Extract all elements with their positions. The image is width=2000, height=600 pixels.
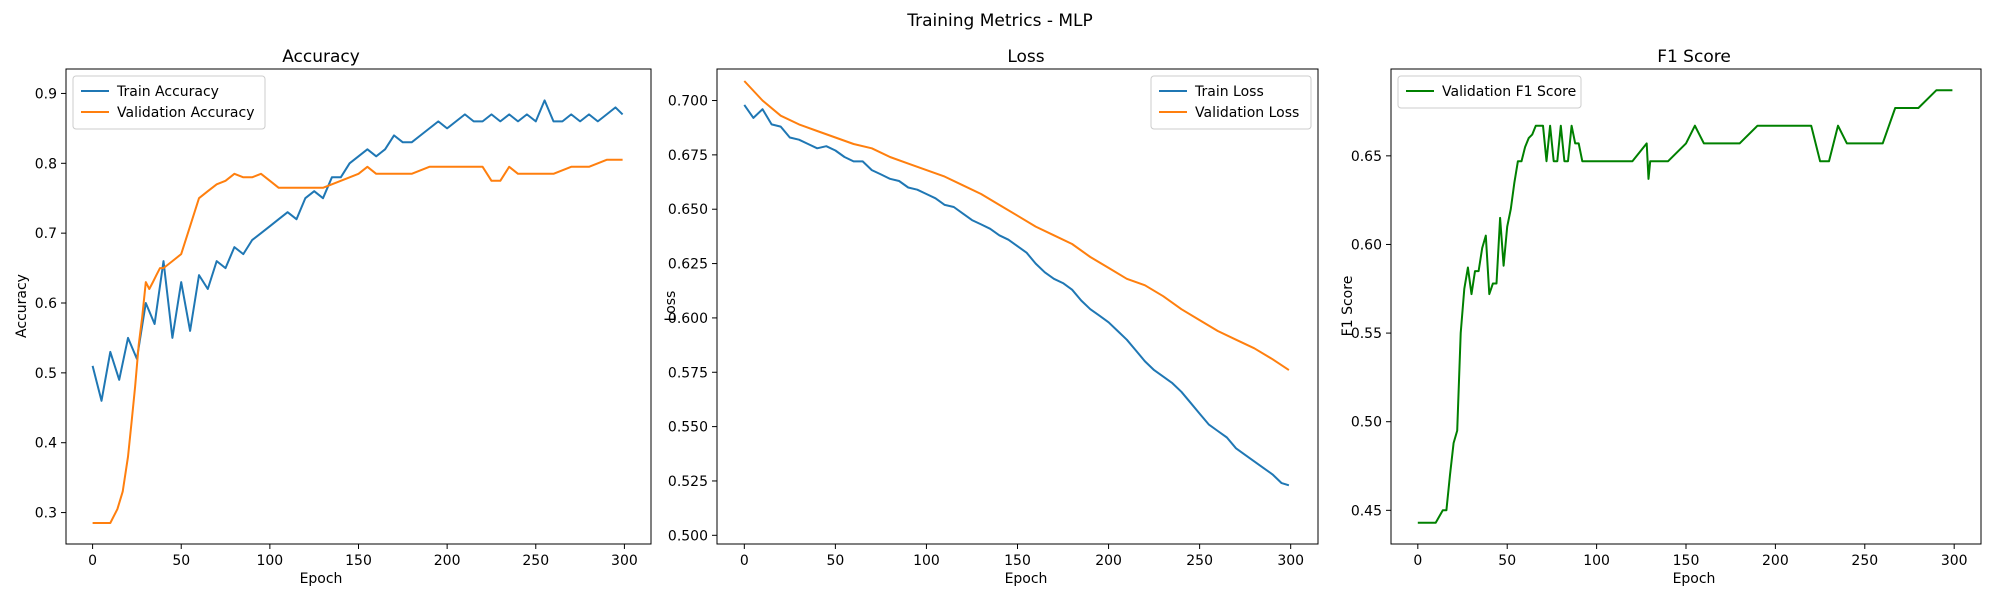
- loss-ytick-label: 0.700: [668, 94, 708, 110]
- accuracy-legend-box: [72, 75, 266, 130]
- f1-xtick-label: 50: [1498, 553, 1516, 569]
- loss-ytick-label: 0.525: [668, 474, 708, 490]
- f1-xtick-label: 250: [1851, 553, 1878, 569]
- accuracy-ytick-label: 0.9: [35, 86, 57, 102]
- accuracy-title: Accuracy: [282, 47, 360, 67]
- f1-xtick-label: 300: [1941, 553, 1968, 569]
- loss-legend: Train Loss Validation Loss: [1150, 75, 1312, 130]
- loss-xtick-label: 150: [1004, 553, 1031, 569]
- f1-ytick-label: 0.45: [1351, 503, 1382, 519]
- f1-subplot: F1 Score Epoch F1 Score 0 50 100 150 200 250 3…: [1340, 47, 1982, 587]
- loss-xtick-label: 50: [826, 553, 844, 569]
- loss-series-train-loss: [743, 104, 1290, 487]
- accuracy-plot-area: 0 50 100 150 200 250 300 0.3 0.4 0.5 0.6 0.7 0.8 0.9 T…: [35, 68, 652, 569]
- loss-xlabel: Epoch: [1005, 571, 1048, 587]
- loss-ytick-label: 0.650: [668, 202, 708, 218]
- loss-legend-box: [1150, 75, 1312, 130]
- f1-legend-label-validation-f1-score: Validation F1 Score: [1442, 84, 1576, 100]
- loss-xtick-label: 200: [1095, 553, 1122, 569]
- f1-xtick-label: 150: [1673, 553, 1700, 569]
- accuracy-series-train-accuracy: [91, 99, 624, 402]
- loss-ytick-label: 0.625: [668, 257, 708, 273]
- figure-title: Training Metrics - MLP: [906, 11, 1093, 31]
- accuracy-series-validation-accuracy: [92, 158, 623, 524]
- accuracy-ytick-label: 0.6: [35, 296, 57, 312]
- f1-series-validation-f1-score: [1417, 89, 1953, 524]
- accuracy-xtick-label: 0: [88, 553, 97, 569]
- f1-ytick-label: 0.65: [1351, 149, 1382, 165]
- loss-xtick-label: 0: [740, 553, 749, 569]
- accuracy-subplot: Accuracy Epoch Accuracy 0 50 100 150 200 250 3…: [14, 47, 652, 587]
- loss-xtick-label: 300: [1277, 553, 1304, 569]
- accuracy-legend-label-validation-accuracy: Validation Accuracy: [117, 105, 255, 121]
- f1-title: F1 Score: [1657, 47, 1731, 67]
- f1-xtick-label: 100: [1583, 553, 1610, 569]
- loss-legend-label-train-loss: Train Loss: [1194, 84, 1264, 100]
- loss-ytick-label: 0.550: [668, 420, 708, 436]
- loss-subplot: Loss Epoch Loss 0 50 100 150 200 250 3000.5000…: [663, 47, 1319, 587]
- accuracy-legend: Train Accuracy Validation Accuracy: [72, 75, 266, 130]
- accuracy-ytick-label: 0.3: [35, 506, 57, 522]
- f1-xtick-label: 0: [1413, 553, 1422, 569]
- f1-xlabel: Epoch: [1673, 571, 1716, 587]
- accuracy-xlabel: Epoch: [300, 571, 343, 587]
- f1-legend-box: [1397, 75, 1582, 109]
- loss-ylabel: Loss: [663, 291, 679, 322]
- accuracy-ytick-label: 0.5: [35, 366, 57, 382]
- accuracy-xtick-label: 250: [522, 553, 549, 569]
- loss-xtick-label: 250: [1186, 553, 1213, 569]
- accuracy-ylabel: Accuracy: [14, 274, 30, 338]
- accuracy-xtick-label: 200: [434, 553, 461, 569]
- loss-ytick-label: 0.675: [668, 148, 708, 164]
- loss-ytick-label: 0.575: [668, 365, 708, 381]
- f1-plot-area: 0 50 100 150 200 250 300 0.45 0.50 0.55 0.60 0.65 Va…: [1351, 68, 1982, 569]
- loss-legend-label-validation-loss: Validation Loss: [1195, 105, 1299, 121]
- accuracy-xtick-label: 100: [256, 553, 283, 569]
- loss-series-validation-loss: [743, 80, 1290, 371]
- accuracy-ytick-label: 0.8: [35, 156, 57, 172]
- accuracy-xtick-label: 50: [172, 553, 190, 569]
- loss-ytick-label: 0.500: [668, 528, 708, 544]
- accuracy-ytick-label: 0.7: [35, 226, 57, 242]
- f1-ytick-label: 0.50: [1351, 415, 1382, 431]
- f1-xtick-label: 200: [1762, 553, 1789, 569]
- accuracy-ytick-label: 0.4: [35, 436, 57, 452]
- accuracy-xtick-label: 150: [345, 553, 372, 569]
- loss-plot-area: 0 50 100 150 200 250 300 0.500 0.525 0.550 0.575 0.…: [668, 68, 1319, 569]
- accuracy-legend-label-train-accuracy: Train Accuracy: [116, 84, 219, 100]
- f1-ytick-label: 0.55: [1351, 326, 1382, 342]
- loss-xtick-label: 100: [913, 553, 940, 569]
- f1-ytick-label: 0.60: [1351, 237, 1382, 253]
- f1-legend: Validation F1 Score: [1397, 75, 1582, 109]
- f1-ylabel: F1 Score: [1340, 276, 1356, 337]
- loss-title: Loss: [1007, 47, 1044, 67]
- loss-ytick-label: 0.600: [668, 311, 708, 327]
- accuracy-xtick-label: 300: [611, 553, 638, 569]
